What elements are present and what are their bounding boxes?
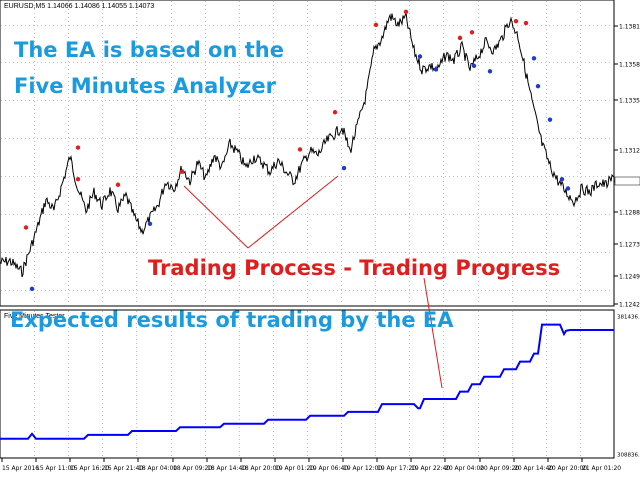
price-axis: 1.138151.135851.133551.131251.130401.128… xyxy=(614,24,640,309)
signal-down-marker xyxy=(487,69,493,74)
signal-up-marker xyxy=(23,225,29,230)
signal-down-marker xyxy=(535,84,541,89)
time-label: 18 Apr 04:00 xyxy=(138,465,177,472)
callout-line-left xyxy=(183,185,249,249)
signal-down-marker xyxy=(547,117,553,122)
signal-down-marker xyxy=(433,67,439,72)
signal-up-marker xyxy=(115,182,121,187)
signal-up-marker xyxy=(75,145,81,150)
time-label: 19 Apr 17:20 xyxy=(377,465,416,472)
time-label: 20 Apr 14:40 xyxy=(514,465,553,472)
signal-up-marker xyxy=(403,9,409,15)
price-label: 1.12730 xyxy=(619,242,640,249)
signal-up-marker xyxy=(75,176,81,182)
time-label: 15 Apr 21:40 xyxy=(104,465,143,472)
signal-down-marker xyxy=(29,286,35,292)
time-label: 19 Apr 22:40 xyxy=(411,465,450,472)
time-label: 15 Apr 16:20 xyxy=(70,465,109,472)
signal-up-marker xyxy=(373,22,379,28)
signal-up-marker xyxy=(523,20,529,26)
signal-down-marker xyxy=(417,54,423,59)
time-label: 15 Apr 11:00 xyxy=(36,465,75,472)
callout-line-right xyxy=(247,175,339,249)
indicator-grid xyxy=(34,311,581,457)
signal-up-marker xyxy=(297,147,303,152)
signal-down-marker xyxy=(341,165,347,171)
signal-up-marker xyxy=(457,35,463,41)
signal-down-marker xyxy=(147,221,153,226)
signal-down-marker xyxy=(471,63,477,68)
price-label: 1.13815 xyxy=(619,24,640,31)
expected-results-callout: Expected results of trading by the EA xyxy=(10,308,454,332)
time-label: 18 Apr 20:00 xyxy=(241,465,280,472)
price-line xyxy=(0,11,615,278)
price-label: 1.12885 xyxy=(619,210,640,217)
time-label: 19 Apr 12:00 xyxy=(343,465,382,472)
indicator-axis: 381436.9 308836.9 xyxy=(617,315,640,459)
signal-up-marker xyxy=(513,18,519,24)
headline-line2: Five Minutes Analyzer xyxy=(14,74,276,98)
price-label: 1.13125 xyxy=(619,148,640,155)
time-label: 15 Apr 2016 xyxy=(2,465,39,472)
signal-down-marker xyxy=(559,176,565,182)
signal-down-marker xyxy=(565,186,571,191)
indicator-title: Five Minutes Tester xyxy=(4,313,65,320)
price-label: 1.13585 xyxy=(619,62,640,69)
trading-process-callout: Trading Process - Trading Progress xyxy=(148,256,561,280)
signal-up-marker xyxy=(179,169,185,174)
equity-line xyxy=(0,323,614,440)
time-label: 20 Apr 09:20 xyxy=(480,465,519,472)
signal-markers xyxy=(23,9,571,292)
signal-down-marker xyxy=(531,56,537,61)
callout-line-down xyxy=(423,277,443,389)
current-price-box xyxy=(614,176,640,186)
price-label: 1.13355 xyxy=(619,98,640,105)
indicator-scale-label: 381436.9 xyxy=(617,315,640,321)
time-label: 18 Apr 14:40 xyxy=(207,465,246,472)
time-label: 20 Apr 04:00 xyxy=(445,465,484,472)
time-label: 20 Apr 20:00 xyxy=(548,465,587,472)
time-label: 21 Apr 01:20 xyxy=(582,465,621,472)
signal-up-marker xyxy=(469,30,475,35)
chart-title: EURUSD,M5 1.14066 1.14086 1.14055 1.1407… xyxy=(4,3,155,10)
headline-line1: The EA is based on the xyxy=(14,38,284,62)
indicator-scale-label: 308836.9 xyxy=(617,453,640,459)
signal-up-marker xyxy=(332,110,338,115)
price-label: 1.12495 xyxy=(619,274,640,281)
time-label: 19 Apr 01:20 xyxy=(275,465,314,472)
time-label: 19 Apr 06:40 xyxy=(309,465,348,472)
time-label: 18 Apr 09:20 xyxy=(173,465,212,472)
price-label: 1.12420 xyxy=(619,302,640,309)
